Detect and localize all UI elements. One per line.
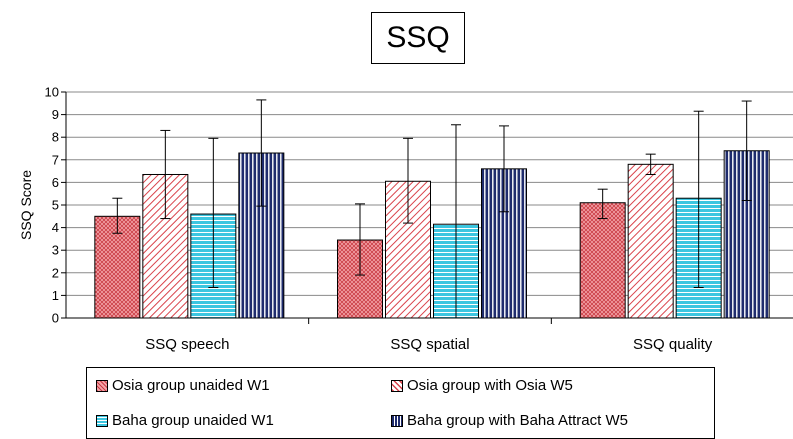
bars (94, 150, 770, 319)
legend-item: Baha group with Baha Attract W5 (391, 412, 628, 429)
y-tick-label: 4 (52, 220, 59, 235)
bar-chart: 0 1 2 3 4 5 6 7 8 9 10 SSQ speech SSQ spatial SSQ qua… (18, 85, 793, 353)
legend-item: Osia group unaided W1 (96, 377, 270, 394)
y-tick-label: 1 (52, 288, 59, 303)
y-tick-label: 3 (52, 243, 59, 258)
error-bars (112, 99, 752, 319)
legend-swatch (96, 379, 108, 392)
y-axis-title: SSQ Score (18, 170, 34, 240)
y-tick-label: 7 (52, 152, 59, 167)
y-tick-label: 9 (52, 107, 59, 122)
legend-item: Osia group with Osia W5 (391, 377, 573, 394)
y-tick-label: 5 (52, 198, 59, 213)
legend-label: Baha group unaided W1 (112, 412, 274, 429)
category-label: SSQ quality (633, 336, 713, 353)
bar (627, 163, 674, 319)
y-tick-label: 8 (52, 130, 59, 145)
y-tick-label: 0 (52, 311, 59, 326)
bar (579, 202, 626, 319)
legend-item: Baha group unaided W1 (96, 412, 274, 429)
category-label: SSQ spatial (390, 336, 469, 353)
legend-label: Baha group with Baha Attract W5 (407, 412, 628, 429)
legend-swatch (391, 379, 403, 392)
y-tick-label: 10 (45, 85, 59, 100)
legend-label: Osia group with Osia W5 (407, 377, 573, 394)
legend-swatch (96, 414, 108, 427)
chart-title: SSQ (371, 12, 465, 64)
legend: Osia group unaided W1 Osia group with Osi… (86, 367, 715, 439)
category-label: SSQ speech (145, 336, 229, 353)
legend-label: Osia group unaided W1 (112, 377, 270, 394)
y-tick-label: 6 (52, 175, 59, 190)
y-tick-label: 2 (52, 265, 59, 280)
legend-swatch (391, 414, 403, 427)
